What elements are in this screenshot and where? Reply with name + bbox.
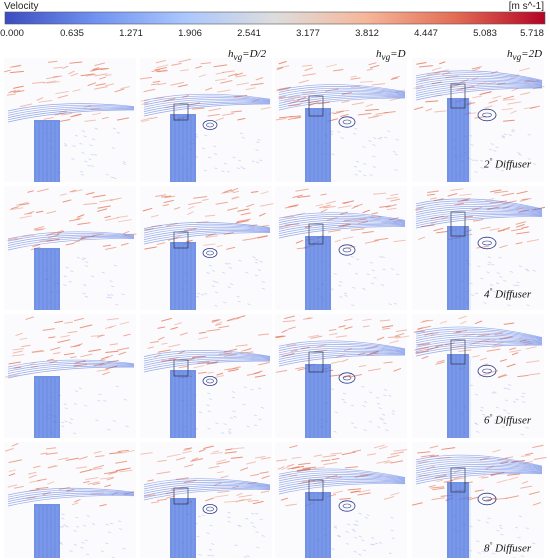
colorbar-tick-label: 3.177 bbox=[296, 28, 320, 39]
colorbar-tick-label: 1.271 bbox=[119, 28, 143, 39]
column-label-rest: =D/2 bbox=[242, 48, 267, 60]
column-label-sub: vg bbox=[381, 52, 391, 63]
colorbar-tick-label: 2.541 bbox=[237, 28, 261, 39]
row-label-text: Diffuser bbox=[492, 542, 532, 555]
streamline-panel bbox=[4, 186, 137, 310]
colorbar-tick-label: 3.812 bbox=[355, 28, 379, 39]
row-label-angle: 8 bbox=[484, 542, 490, 555]
streamline-panel bbox=[275, 58, 407, 182]
streamline-panel bbox=[412, 58, 545, 182]
row-label-6-diffuser: 6° Diffuser bbox=[484, 413, 531, 427]
streamline-panel bbox=[4, 442, 136, 558]
row-label-degree: ° bbox=[489, 157, 493, 165]
colorbar-title: Velocity bbox=[4, 1, 39, 12]
column-label-main: h bbox=[507, 48, 513, 60]
row-label-text: Diffuser bbox=[492, 158, 532, 171]
column-label-hvg-2d: hvg=2D bbox=[507, 48, 542, 62]
colorbar-tick-label: 5.718 bbox=[520, 28, 544, 39]
row-label-text: Diffuser bbox=[492, 414, 532, 427]
colorbar bbox=[4, 11, 546, 25]
row-label-4-diffuser: 4° Diffuser bbox=[484, 287, 531, 301]
column-label-sub: vg bbox=[512, 52, 522, 63]
streamline-panel bbox=[411, 442, 547, 558]
colorbar-unit: [m s^-1] bbox=[508, 1, 544, 12]
row-label-2-diffuser: 2° Diffuser bbox=[484, 157, 531, 171]
column-label-hvg-d: hvg=D bbox=[376, 48, 406, 62]
streamline-panel bbox=[140, 314, 272, 438]
row-label-degree: ° bbox=[489, 287, 493, 295]
colorbar-tick-label: 5.083 bbox=[473, 28, 497, 39]
column-label-sub: vg bbox=[233, 52, 243, 63]
streamline-panel bbox=[275, 314, 410, 438]
panel-grid bbox=[3, 58, 547, 558]
row-label-text: Diffuser bbox=[492, 288, 532, 301]
row-label-angle: 4 bbox=[484, 288, 490, 301]
column-label-hvg-d2: hvg=D/2 bbox=[228, 48, 266, 62]
streamline-panel bbox=[275, 186, 407, 310]
row-label-8-diffuser: 8° Diffuser bbox=[484, 541, 531, 555]
column-label-rest: =D bbox=[390, 48, 406, 60]
row-label-degree: ° bbox=[489, 541, 493, 549]
colorbar-tick-label: 4.447 bbox=[414, 28, 438, 39]
streamline-panel bbox=[275, 442, 408, 558]
streamline-panel bbox=[412, 314, 544, 438]
row-label-degree: ° bbox=[489, 413, 493, 421]
row-label-angle: 2 bbox=[484, 158, 490, 171]
colorbar-gradient-bar bbox=[4, 11, 546, 25]
streamline-panel bbox=[140, 186, 274, 310]
column-label-main: h bbox=[376, 48, 382, 60]
colorbar-tick-label: 1.906 bbox=[178, 28, 202, 39]
streamline-panel bbox=[412, 186, 546, 310]
streamline-panel bbox=[3, 58, 136, 182]
streamline-panel bbox=[139, 58, 272, 182]
colorbar-tick-label: 0.635 bbox=[60, 28, 84, 39]
colorbar-tick-label: 0.000 bbox=[0, 28, 24, 39]
column-label-main: h bbox=[228, 48, 234, 60]
row-label-angle: 6 bbox=[484, 414, 490, 427]
streamline-panel bbox=[4, 314, 136, 438]
column-label-rest: =2D bbox=[521, 48, 543, 60]
streamline-panel bbox=[140, 442, 272, 558]
